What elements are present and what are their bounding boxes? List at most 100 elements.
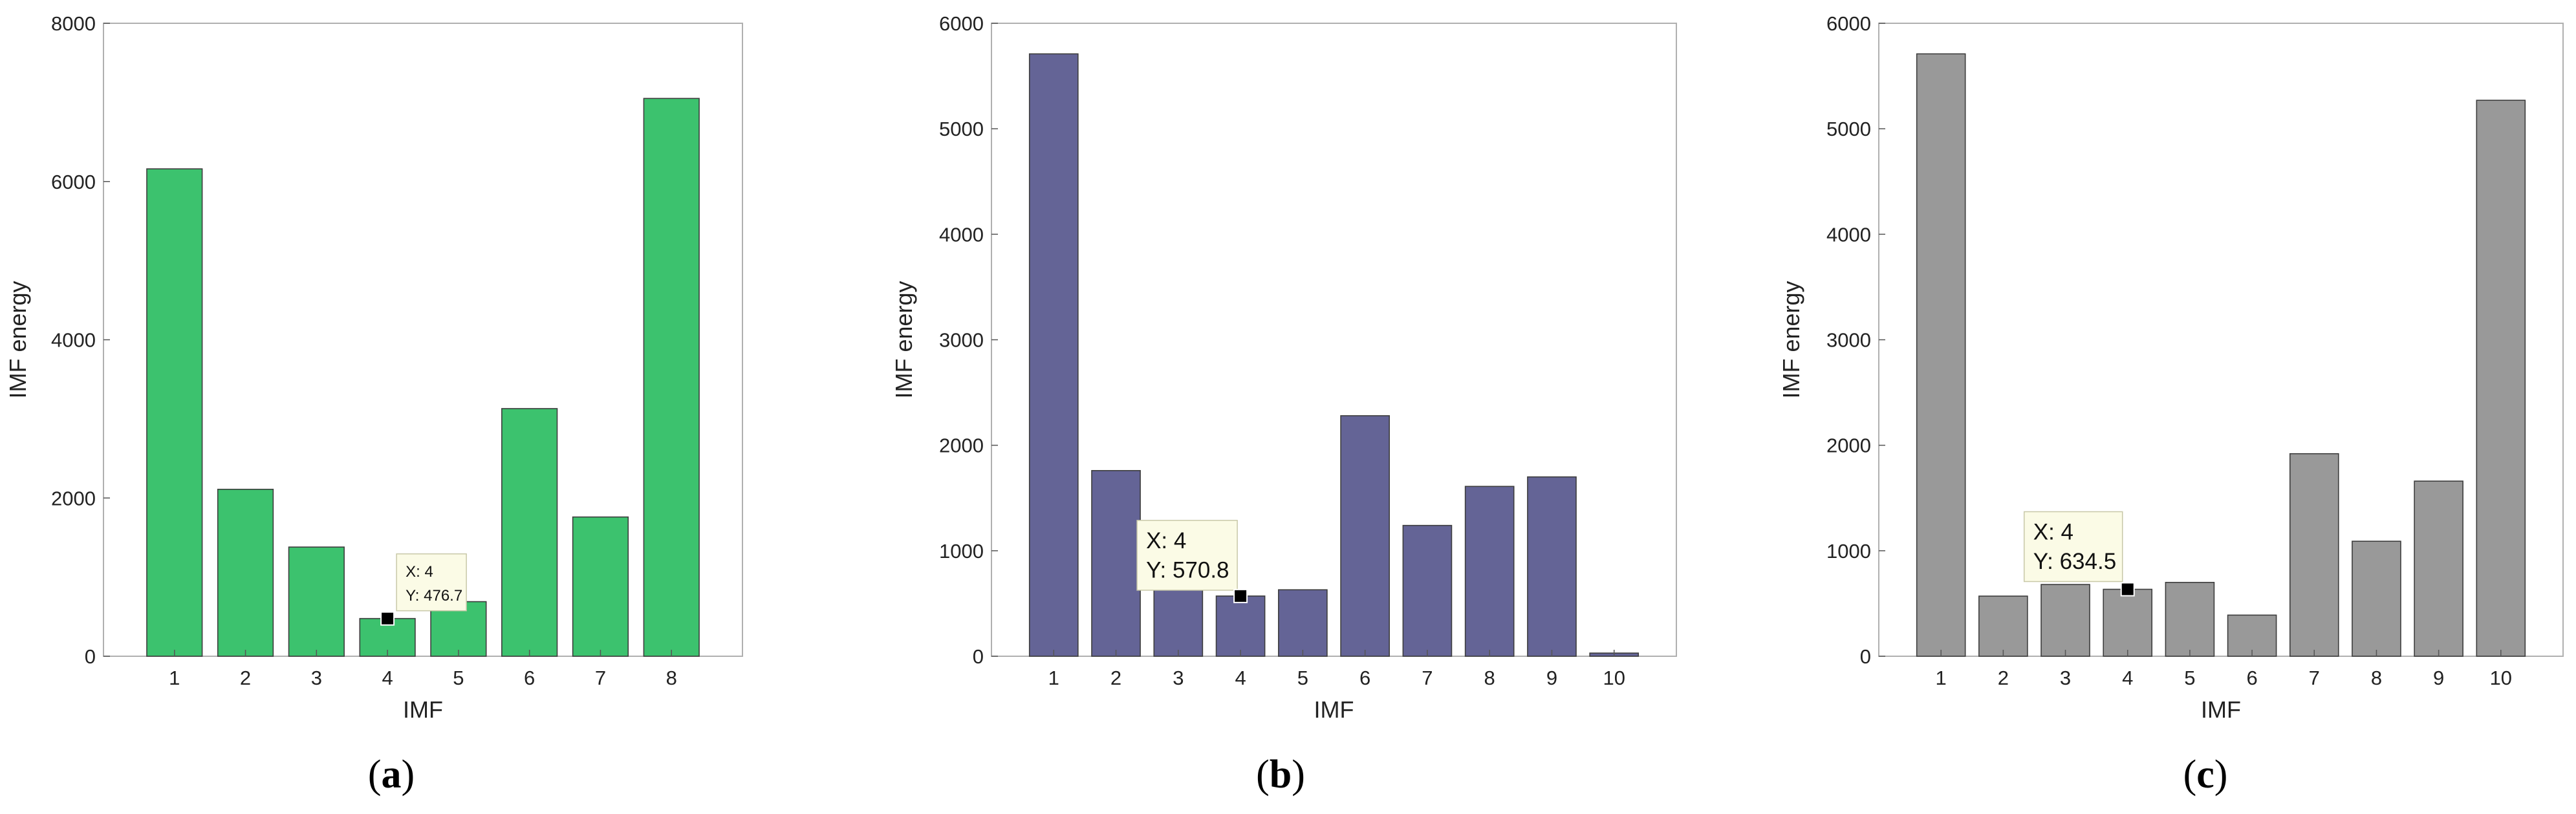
x-tick-label: 1 (1048, 667, 1059, 689)
bar (2476, 100, 2526, 657)
x-axis-label: IMF (2201, 696, 2241, 723)
bar (1916, 53, 1966, 657)
datatip-y-text: Y: 634.5 (2033, 549, 2116, 574)
bar (2352, 541, 2401, 657)
datatip-y-text: Y: 476.7 (406, 587, 462, 605)
x-tick-label: 3 (2060, 667, 2071, 689)
bar (2289, 453, 2339, 657)
x-tick-label: 4 (2122, 667, 2133, 689)
bar (146, 168, 203, 657)
x-tick-label: 1 (1936, 667, 1947, 689)
panel-letter: b (1270, 753, 1292, 797)
y-tick-label: 0 (1860, 645, 1871, 668)
x-tick-label: 8 (2371, 667, 2382, 689)
y-tick-label: 6000 (1826, 12, 1871, 35)
x-tick-label: 7 (595, 667, 606, 689)
x-tick-label: 4 (1235, 667, 1246, 689)
bar (1278, 589, 1328, 657)
x-tick-label: 4 (382, 667, 393, 689)
x-tick-label: 2 (240, 667, 251, 689)
bar (1527, 476, 1577, 657)
x-tick-label: 9 (1546, 667, 1557, 689)
datatip-box (396, 553, 467, 612)
bar (2165, 581, 2215, 657)
panel-label: (a) (368, 753, 415, 797)
bar (2040, 584, 2090, 657)
y-tick-label: 2000 (1826, 434, 1871, 457)
x-tick-label: 8 (666, 667, 677, 689)
datatip-box (2023, 511, 2123, 583)
bar (2103, 588, 2153, 657)
bar (2227, 614, 2277, 657)
x-tick-label: 5 (2184, 667, 2195, 689)
x-tick-label: 5 (453, 667, 464, 689)
y-tick-label: 5000 (939, 118, 984, 140)
datatip-x-text: X: 4 (406, 563, 433, 581)
datatip-y-text: Y: 570.8 (1146, 557, 1229, 583)
x-tick-label: 2 (1110, 667, 1121, 689)
x-tick-label: 2 (1998, 667, 2009, 689)
x-tick-label: 8 (1484, 667, 1495, 689)
y-tick-label: 3000 (1826, 329, 1871, 352)
y-axis-label: IMF energy (1778, 281, 1804, 398)
bar (501, 408, 558, 657)
y-tick-label: 5000 (1826, 118, 1871, 140)
y-tick-label: 1000 (939, 540, 984, 562)
y-tick-label: 4000 (939, 223, 984, 246)
y-tick-label: 6000 (939, 12, 984, 35)
datatip-box (1136, 520, 1238, 591)
x-tick-label: 7 (2309, 667, 2320, 689)
y-tick-label: 8000 (51, 12, 96, 35)
x-tick-label: 10 (2490, 667, 2512, 689)
y-tick-label: 0 (85, 645, 96, 668)
y-tick-label: 4000 (1826, 223, 1871, 246)
x-tick-label: 6 (1359, 667, 1370, 689)
plot-area (103, 23, 743, 657)
x-axis-label: IMF (403, 696, 443, 723)
x-tick-label: 5 (1297, 667, 1308, 689)
datatip-x-text: X: 4 (2033, 520, 2073, 545)
x-axis-label: IMF (1314, 696, 1354, 723)
bar (643, 98, 700, 657)
panel-label: (b) (1256, 753, 1305, 797)
y-tick-label: 2000 (51, 487, 96, 509)
y-tick-label: 0 (973, 645, 984, 668)
x-tick-label: 10 (1603, 667, 1625, 689)
bar (1340, 415, 1390, 657)
x-tick-label: 3 (1173, 667, 1184, 689)
bar (217, 488, 274, 657)
bar (572, 516, 629, 657)
panel-label: (c) (2183, 753, 2228, 797)
datatip-marker (1233, 588, 1248, 603)
bar (1028, 53, 1079, 657)
chart-panel-c: 1 2 3 4 5 6 7 8 9 10 0 1000 2000 3000 4000 5000 6000 IMF I… (1778, 12, 2564, 797)
chart-panel-b: 1 2 3 4 5 6 7 8 9 10 0 1000 2000 3000 4000 5000 6000 IMF I… (891, 12, 1677, 797)
y-tick-label: 6000 (51, 171, 96, 193)
x-tick-label: 7 (1422, 667, 1433, 689)
bar (1402, 524, 1453, 657)
x-tick-label: 9 (2433, 667, 2444, 689)
panel-letter: c (2196, 753, 2214, 797)
datatip-marker (380, 611, 395, 626)
datatip-x-text: X: 4 (1146, 528, 1186, 553)
y-tick-label: 4000 (51, 329, 96, 352)
bar (1978, 595, 2028, 657)
bar (1464, 486, 1515, 657)
panel-letter: a (382, 753, 402, 797)
bar (2414, 480, 2463, 657)
x-tick-label: 1 (169, 667, 180, 689)
bar (1091, 470, 1141, 657)
x-tick-label: 3 (311, 667, 322, 689)
y-tick-label: 3000 (939, 329, 984, 352)
y-axis-label: IMF energy (891, 281, 917, 398)
x-tick-label: 6 (524, 667, 535, 689)
chart-panel-a: 1 2 3 4 5 6 7 8 0 2000 4000 6000 8000 IMF IMF energy X:… (5, 12, 743, 797)
bar (288, 546, 345, 657)
y-axis-label: IMF energy (5, 281, 31, 398)
y-tick-label: 1000 (1826, 540, 1871, 562)
y-tick-label: 2000 (939, 434, 984, 457)
datatip-marker (2120, 582, 2135, 597)
bar (1215, 595, 1266, 657)
x-tick-label: 6 (2246, 667, 2257, 689)
